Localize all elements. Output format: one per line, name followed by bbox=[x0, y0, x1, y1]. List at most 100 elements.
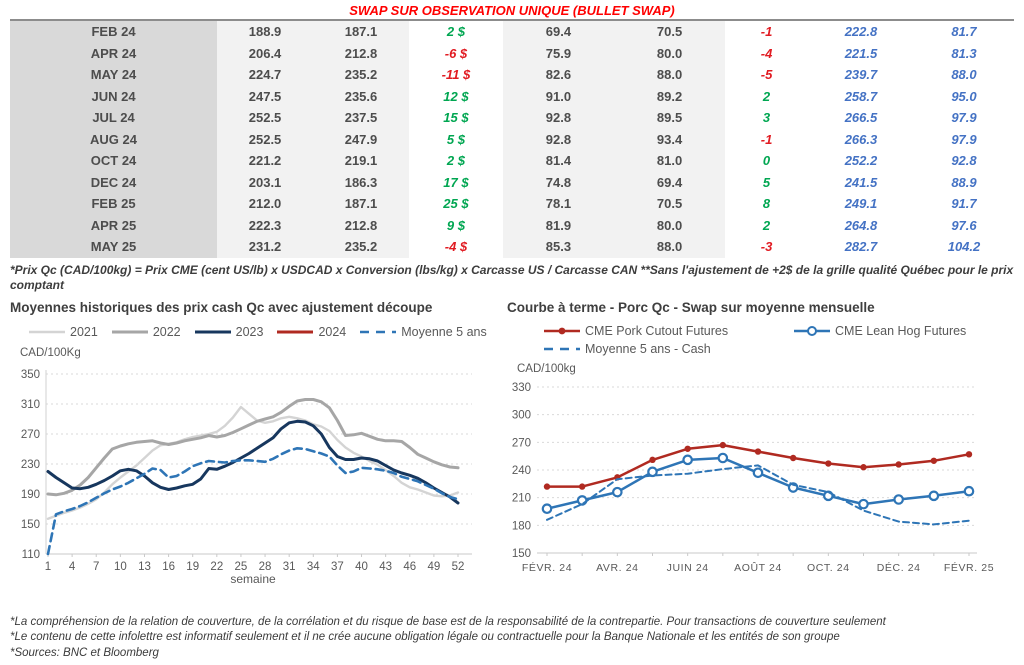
cell-fwd-cad: 282.7 bbox=[844, 239, 878, 254]
svg-text:AVR. 24: AVR. 24 bbox=[596, 562, 639, 574]
cell-prix-qc: 219.1 bbox=[313, 150, 409, 172]
svg-text:34: 34 bbox=[307, 561, 320, 573]
page-title: SWAP SUR OBSERVATION UNIQUE (BULLET SWAP… bbox=[349, 3, 675, 18]
legend-swatch-icon bbox=[111, 330, 148, 333]
cell-diff: 2 bbox=[762, 88, 771, 104]
cell-diff-dollar: 25 $ bbox=[443, 196, 469, 211]
table-row: FEB 24 188.9 187.1 2 $ 69.4 70.5 -1 222.8 81.7 bbox=[10, 21, 1014, 43]
cell-fwd-us: 88.0 bbox=[951, 67, 977, 82]
table-row: JUN 24 247.5 235.6 12 $ 91.0 89.2 2 258.7 95.0 bbox=[10, 85, 1014, 107]
cell-cme-us: 91.0 bbox=[502, 85, 615, 107]
cell-cme-us: 92.8 bbox=[502, 107, 615, 129]
cell-fwd-us: 81.3 bbox=[951, 45, 977, 61]
legend-swatch-icon bbox=[544, 327, 580, 334]
cell-prix-cash: 231.2 bbox=[217, 236, 314, 258]
cell-cme-us: 69.4 bbox=[502, 21, 615, 43]
cell-qc-us: 88.0 bbox=[614, 236, 726, 258]
footer-notes: *La compréhension de la relation de couv… bbox=[10, 615, 1014, 662]
chart-title: Moyennes historiques des prix cash Qc av… bbox=[10, 299, 433, 315]
cell-fwd-cad: 241.5 bbox=[844, 174, 878, 190]
legend-item: CME Lean Hog Futures bbox=[793, 324, 1014, 338]
chart-legend: 2021 2022 2023 2024 Moyenne 5 ans bbox=[10, 324, 507, 340]
legend-label: CME Lean Hog Futures bbox=[835, 323, 967, 338]
cell-month: APR 25 bbox=[10, 214, 218, 236]
cell-cme-us: 75.9 bbox=[502, 42, 615, 64]
cell-month: JUN 24 bbox=[10, 85, 218, 107]
svg-text:1: 1 bbox=[45, 561, 51, 573]
cell-fwd-cad: 239.7 bbox=[844, 67, 878, 82]
table-row: MAY 25 231.2 235.2 -4 $ 85.3 88.0 -3 282.7 104.2 bbox=[10, 236, 1014, 258]
legend-swatch-icon bbox=[194, 330, 231, 333]
cell-fwd-us: 97.9 bbox=[951, 110, 977, 125]
svg-text:OCT. 24: OCT. 24 bbox=[807, 562, 850, 574]
svg-text:37: 37 bbox=[331, 561, 344, 573]
svg-text:22: 22 bbox=[210, 561, 223, 573]
cell-month: DEC 24 bbox=[10, 171, 218, 193]
cell-fwd-cad: 221.5 bbox=[844, 45, 878, 61]
chart-title: Courbe à terme - Porc Qc - Swap sur moye… bbox=[507, 299, 875, 315]
cell-qc-us: 89.2 bbox=[614, 85, 726, 107]
cell-month: OCT 24 bbox=[10, 150, 218, 172]
cell-diff-dollar: -6 $ bbox=[444, 45, 468, 61]
cell-diff: 5 bbox=[762, 174, 771, 190]
cell-cme-us: 81.4 bbox=[502, 150, 615, 172]
footnote-line: *Le contenu de cette infolettre est info… bbox=[10, 631, 840, 643]
swap-table: FEB 24 188.9 187.1 2 $69.4 70.5 -1 222.8 81.7 AP… bbox=[10, 19, 1014, 258]
legend-label: Moyenne 5 ans bbox=[401, 324, 487, 339]
cell-fwd-us: 92.8 bbox=[951, 153, 977, 168]
cell-prix-qc: 212.8 bbox=[313, 214, 409, 236]
cell-month: MAY 25 bbox=[10, 236, 218, 258]
svg-text:350: 350 bbox=[21, 369, 40, 381]
table-row: FEB 25 212.0 187.1 25 $ 78.1 70.5 8 249.1 91.7 bbox=[10, 193, 1014, 215]
cell-diff: 8 bbox=[762, 196, 771, 211]
y-axis-unit-label: CAD/100kg bbox=[517, 362, 576, 375]
cell-fwd-cad: 258.7 bbox=[844, 88, 878, 104]
table-row: MAY 24 224.7 235.2 -11 $82.6 88.0 -5 239.7 88.0 bbox=[10, 64, 1014, 86]
cell-prix-qc: 212.8 bbox=[313, 42, 409, 64]
svg-text:49: 49 bbox=[427, 561, 440, 573]
cell-month: FEB 25 bbox=[10, 193, 218, 215]
svg-text:semaine: semaine bbox=[230, 572, 276, 586]
cell-diff-dollar: -4 $ bbox=[444, 239, 468, 254]
svg-text:40: 40 bbox=[355, 561, 368, 573]
table-row: OCT 24 221.2 219.1 2 $ 81.4 81.0 0 252.2 92.8 bbox=[10, 150, 1014, 172]
cell-fwd-us: 97.9 bbox=[951, 131, 977, 147]
cell-cme-us: 74.8 bbox=[502, 171, 615, 193]
cell-prix-cash: 221.2 bbox=[217, 150, 314, 172]
legend-item: Moyenne 5 ans - Cash bbox=[543, 342, 793, 356]
table-row: DEC 24 203.1 186.3 17 $ 74.8 69.4 5 241.5 88.9 bbox=[10, 171, 1014, 193]
cell-prix-qc: 237.5 bbox=[313, 107, 409, 129]
svg-text:FÉVR. 25: FÉVR. 25 bbox=[944, 561, 994, 574]
table-row: AUG 24 252.5 247.9 5 $ 92.8 93.4 -1 266.3 97.9 bbox=[10, 128, 1014, 150]
legend-label: Moyenne 5 ans - Cash bbox=[585, 341, 711, 356]
legend-item: Moyenne 5 ans bbox=[359, 324, 487, 339]
cell-qc-us: 80.0 bbox=[614, 42, 726, 64]
legend-item: 2022 bbox=[111, 325, 181, 339]
cell-diff-dollar: 17 $ bbox=[443, 174, 469, 190]
table-row: JUL 24 252.5 237.5 15 $ 92.8 89.5 3 266.5 97.9 bbox=[10, 107, 1014, 129]
cell-prix-cash: 247.5 bbox=[217, 85, 314, 107]
cell-fwd-cad: 264.8 bbox=[844, 217, 878, 233]
cell-diff: -5 bbox=[760, 67, 773, 82]
cell-diff-dollar: 15 $ bbox=[443, 110, 469, 125]
cell-cme-us: 78.1 bbox=[502, 193, 615, 215]
cell-qc-us: 70.5 bbox=[614, 193, 726, 215]
cell-prix-qc: 187.1 bbox=[313, 21, 409, 43]
cell-qc-us: 88.0 bbox=[614, 64, 726, 86]
cell-diff-dollar: 12 $ bbox=[443, 88, 469, 104]
svg-text:52: 52 bbox=[452, 561, 465, 573]
legend-swatch-icon bbox=[794, 325, 830, 336]
svg-text:46: 46 bbox=[403, 561, 416, 573]
cell-prix-cash: 222.3 bbox=[217, 214, 314, 236]
cell-diff: -4 bbox=[760, 45, 773, 61]
cell-month: MAY 24 bbox=[10, 64, 218, 86]
legend-label: CME Pork Cutout Futures bbox=[585, 323, 729, 338]
cell-diff: -1 bbox=[760, 131, 773, 147]
cell-qc-us: 81.0 bbox=[614, 150, 726, 172]
svg-text:43: 43 bbox=[379, 561, 392, 573]
cell-diff: 3 bbox=[762, 110, 771, 125]
svg-text:190: 190 bbox=[21, 489, 40, 501]
y-axis-unit-label: CAD/100Kg bbox=[20, 346, 81, 359]
cell-month: JUL 24 bbox=[10, 107, 218, 129]
